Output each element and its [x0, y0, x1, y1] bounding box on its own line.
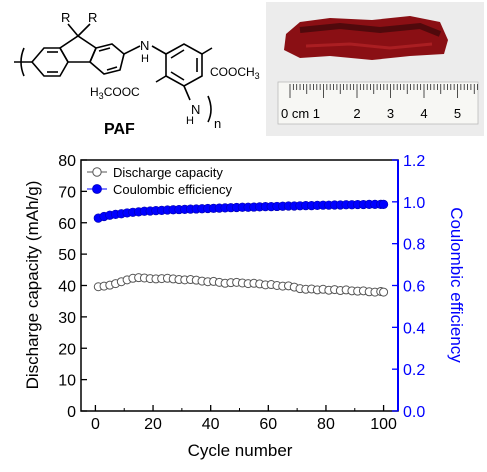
y-tick-label: 60	[58, 216, 76, 233]
y-axis-ticks: 0 10 20 30 40 50 60 70 80	[58, 153, 87, 421]
y2-tick-label: 0.8	[403, 237, 425, 254]
y-axis-label: Discharge capacity (mAh/g)	[23, 181, 42, 390]
polymer-film	[284, 16, 448, 60]
y2-axis-ticks: 0.0 0.2 0.4 0.6 0.8 1.0 1.2	[392, 153, 425, 421]
ruler-numbers: 2 3 4 5	[353, 106, 461, 121]
ruler-number: 4	[420, 106, 427, 121]
legend: Discharge capacity Coulombic efficiency	[87, 165, 232, 197]
discharge-point	[379, 287, 389, 297]
ester-right: COOCH3	[210, 65, 260, 81]
y-tick-label: 20	[58, 341, 76, 358]
legend-label-discharge: Discharge capacity	[113, 165, 223, 180]
legend-marker-discharge	[92, 167, 102, 177]
x-axis-ticks: 0 20 40 60 80 100	[91, 405, 397, 433]
ruler-number: 3	[387, 106, 394, 121]
y2-tick-label: 1.2	[403, 153, 425, 170]
subscript-n: n	[214, 116, 221, 131]
fluorene-ring-center	[58, 35, 97, 63]
x-axis-label: Cycle number	[188, 441, 293, 460]
r-label-1: R	[61, 10, 70, 25]
r-label-2: R	[88, 10, 97, 25]
y2-tick-label: 0.0	[403, 404, 425, 421]
h-label-top: H	[141, 53, 149, 65]
y-tick-label: 50	[58, 247, 76, 264]
y2-tick-label: 0.2	[403, 362, 425, 379]
h-label-bottom: H	[186, 115, 194, 127]
series-discharge-capacity	[93, 273, 389, 297]
coulombic-point	[378, 199, 389, 209]
y2-tick-label: 1.0	[403, 195, 425, 212]
film-photo: 0 cm 1 2 3 4 5	[266, 2, 484, 136]
molecule-structure: R R N H COOCH3 H3COOC N H n PAF	[14, 10, 260, 138]
legend-marker-coulombic	[92, 184, 102, 194]
x-tick-label: 100	[370, 416, 397, 433]
x-tick-label: 40	[202, 416, 220, 433]
x-tick-label: 60	[259, 416, 277, 433]
ruler-unit-label: 0 cm 1	[281, 106, 320, 121]
chart: 0 20 40 60 80 100 0 10 20 30 40 50 60 70 80 0.0 0.2 0.4…	[23, 153, 466, 460]
nh-label-top: N	[140, 38, 149, 53]
series-coulombic-efficiency	[93, 199, 389, 223]
molecule-name: PAF	[104, 121, 135, 138]
polymer-bracket-right	[207, 95, 212, 123]
ruler-number: 2	[353, 106, 360, 121]
y-tick-label: 30	[58, 310, 76, 327]
x-tick-label: 20	[144, 416, 162, 433]
ruler-number: 5	[454, 106, 461, 121]
y2-tick-label: 0.6	[403, 279, 425, 296]
ruler-ticks	[289, 84, 479, 98]
y-tick-label: 40	[58, 279, 76, 296]
y2-tick-label: 0.4	[403, 320, 425, 337]
ruler	[277, 81, 479, 125]
nh-label-bottom: N	[191, 102, 200, 117]
y-tick-label: 70	[58, 184, 76, 201]
legend-label-coulombic: Coulombic efficiency	[113, 182, 232, 197]
ester-left: H3COOC	[90, 85, 140, 101]
y-tick-label: 0	[67, 404, 76, 421]
y-tick-label: 10	[58, 373, 76, 390]
y-tick-label: 80	[58, 153, 76, 170]
x-tick-label: 80	[317, 416, 335, 433]
y2-axis-label: Coulombic efficiency	[447, 207, 466, 363]
x-tick-label: 0	[91, 416, 100, 433]
